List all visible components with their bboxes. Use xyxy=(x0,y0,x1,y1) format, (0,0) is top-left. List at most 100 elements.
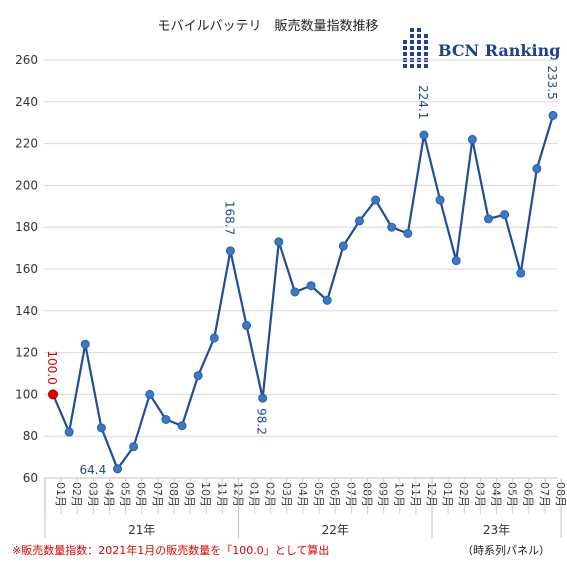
x-tick-label: 08月 xyxy=(360,482,373,507)
x-tick-label: 07月 xyxy=(344,482,357,507)
x-tick-label: 02月 xyxy=(70,482,83,507)
bcn-logo: BCN Ranking xyxy=(403,28,560,68)
data-label: 233.5 xyxy=(545,65,559,99)
data-labels: 100.0 64.4 168.7 98.2 224.1 233.5 xyxy=(45,65,559,476)
logo-square xyxy=(410,40,414,44)
x-tick-label: 09月 xyxy=(377,482,390,507)
data-point xyxy=(451,256,461,266)
logo-square xyxy=(403,52,407,56)
x-tick-label: 08月 xyxy=(554,482,567,507)
data-point xyxy=(258,393,268,403)
data-point xyxy=(290,287,300,297)
data-point xyxy=(161,414,171,424)
y-tick-label: 200 xyxy=(15,178,38,192)
data-point xyxy=(242,320,252,330)
x-tick-label: 10月 xyxy=(393,482,406,507)
x-tick-label: 02月 xyxy=(264,482,277,507)
data-point xyxy=(322,295,332,305)
y-axis-ticks: 60 80 100 120 140 160 180 200 220 240 260 xyxy=(15,53,38,485)
data-point xyxy=(500,210,510,220)
logo-square xyxy=(403,46,407,50)
logo-square xyxy=(417,46,421,50)
y-tick-label: 240 xyxy=(15,95,38,109)
x-tick-label: 04月 xyxy=(489,482,502,507)
x-tick-label: 01月 xyxy=(248,482,261,507)
logo-square xyxy=(424,52,428,56)
logo-text: BCN Ranking xyxy=(438,41,560,60)
data-point xyxy=(483,214,493,224)
logo-square xyxy=(410,52,414,56)
y-tick-label: 160 xyxy=(15,262,38,276)
x-tick-label: 09月 xyxy=(183,482,196,507)
data-point xyxy=(371,195,381,205)
x-tick-label: 06月 xyxy=(135,482,148,507)
logo-mark-icon xyxy=(403,28,428,68)
y-tick-label: 140 xyxy=(15,304,38,318)
y-tick-label: 80 xyxy=(23,429,38,443)
chart-title: モバイルバッテリ 販売数量指数推移 xyxy=(157,18,378,34)
x-tick-label: 02月 xyxy=(457,482,470,507)
data-point xyxy=(64,427,74,437)
data-point xyxy=(403,228,413,238)
logo-square xyxy=(417,40,421,44)
grid-lines xyxy=(44,59,558,479)
year-label: 22年 xyxy=(322,523,349,537)
x-tick-label: 03月 xyxy=(280,482,293,507)
data-label: 64.4 xyxy=(80,463,107,477)
data-point xyxy=(467,134,477,144)
x-tick-label: 04月 xyxy=(102,482,115,507)
data-point xyxy=(113,464,123,474)
logo-square xyxy=(417,64,421,68)
x-tick-label: 08月 xyxy=(167,482,180,507)
logo-square xyxy=(403,40,407,44)
x-tick-label: 07月 xyxy=(151,482,164,507)
data-label: 224.1 xyxy=(416,85,430,119)
footnote: ※販売数量指数：2021年1月の販売数量を「100.0」として算出 xyxy=(12,543,329,557)
x-tick-label: 12月 xyxy=(231,482,244,507)
x-tick-label: 10月 xyxy=(199,482,212,507)
logo-square xyxy=(410,34,414,38)
logo-square xyxy=(424,34,428,38)
x-tick-label: 05月 xyxy=(312,482,325,507)
data-point xyxy=(338,241,348,251)
data-label: 168.7 xyxy=(222,201,236,235)
data-point xyxy=(193,371,203,381)
data-point xyxy=(516,268,526,278)
x-tick-label: 06月 xyxy=(522,482,535,507)
y-tick-label: 220 xyxy=(15,137,38,151)
x-axis: 01月 02月 03月 04月 05月 06月 07月 08月 09月 10月 11月 12月 01月 0… xyxy=(44,478,567,538)
data-point xyxy=(145,389,155,399)
data-point xyxy=(80,339,90,349)
x-tick-label: 07月 xyxy=(538,482,551,507)
x-tick-label: 12月 xyxy=(425,482,438,507)
year-label: 21年 xyxy=(128,523,155,537)
y-tick-label: 100 xyxy=(15,387,38,401)
data-point xyxy=(225,246,235,256)
x-tick-label: 05月 xyxy=(119,482,132,507)
logo-square xyxy=(417,28,421,32)
data-point xyxy=(177,421,187,431)
logo-square xyxy=(410,46,414,50)
data-label: 98.2 xyxy=(255,408,269,435)
series-polyline xyxy=(51,115,555,472)
logo-square xyxy=(410,64,414,68)
logo-square xyxy=(424,46,428,50)
x-tick-label: 11月 xyxy=(215,482,228,507)
x-tick-label: 11月 xyxy=(409,482,422,507)
series-line xyxy=(48,110,558,474)
x-tick-label: 01月 xyxy=(441,482,454,507)
x-tick-label: 06月 xyxy=(328,482,341,507)
data-point xyxy=(387,222,397,232)
logo-square xyxy=(424,64,428,68)
data-point xyxy=(532,164,542,174)
data-point xyxy=(548,110,558,120)
logo-square xyxy=(403,64,407,68)
data-point xyxy=(274,237,284,247)
x-tick-label: 03月 xyxy=(86,482,99,507)
data-point xyxy=(209,333,219,343)
data-point xyxy=(306,281,316,291)
y-tick-label: 60 xyxy=(23,471,38,485)
data-point-first xyxy=(48,389,58,400)
panel-note: （時系列パネル） xyxy=(462,543,550,557)
